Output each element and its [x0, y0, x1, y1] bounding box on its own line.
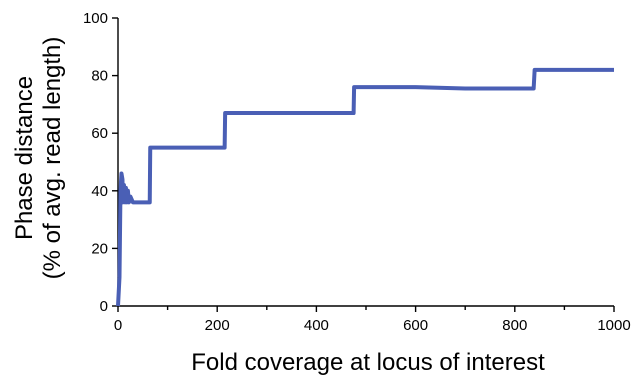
x-axis-title: Fold coverage at locus of interest — [191, 349, 545, 376]
x-tick-label: 800 — [502, 317, 527, 334]
x-tick-label: 600 — [403, 317, 428, 334]
y-axis-title-line-1: Phase distance — [11, 76, 38, 240]
y-tick-label: 20 — [91, 240, 108, 257]
series-layer — [116, 67, 615, 307]
series-line-0 — [116, 67, 614, 307]
y-tick-label: 40 — [91, 183, 108, 200]
y-tick-label: 100 — [83, 10, 108, 27]
x-tick-label: 0 — [114, 317, 122, 334]
x-tick-label: 1000 — [597, 317, 630, 334]
y-tick-label: 80 — [91, 68, 108, 85]
x-tick-label: 200 — [205, 317, 230, 334]
axis-titles: Phase distance (% of avg. read length) F… — [11, 37, 545, 376]
y-tick-label: 60 — [91, 125, 108, 142]
y-axis-title-line-2: (% of avg. read length) — [39, 37, 66, 280]
y-tick-label: 0 — [100, 298, 108, 315]
x-tick-label: 400 — [304, 317, 329, 334]
